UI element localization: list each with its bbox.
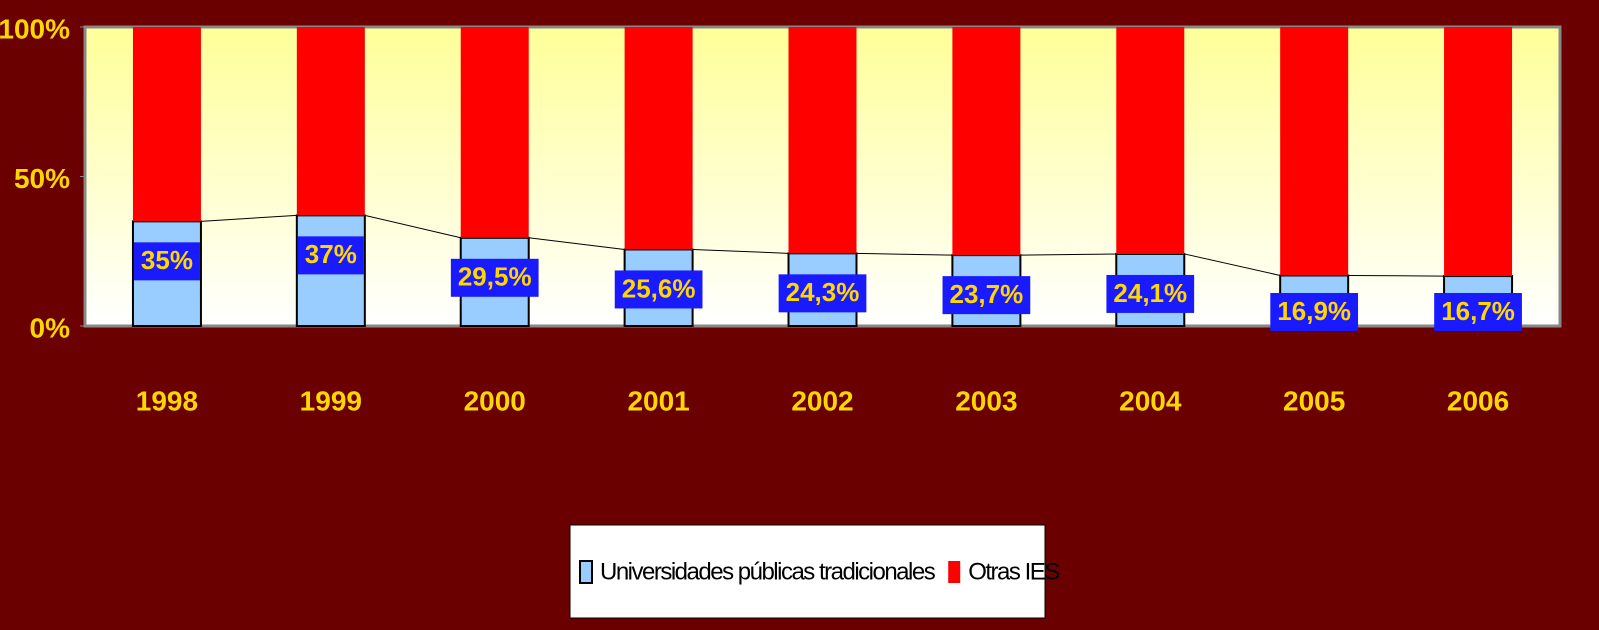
bar-segment [296,27,365,216]
legend-box [569,524,1046,619]
series-line [528,237,625,250]
series-line [364,214,461,239]
legend-swatch [948,561,961,583]
value-label-box [778,274,867,313]
bar-segment [624,27,693,250]
value-label: 37% [305,239,357,269]
series-line [1184,253,1281,276]
value-label-box [942,276,1031,315]
x-tick-label: 2002 [791,385,853,416]
bar-segment [788,27,857,254]
series-line [1020,253,1117,256]
value-label-box [1434,293,1522,331]
value-label: 24,1% [1113,278,1187,308]
x-tick-label: 2000 [464,385,526,416]
legend-label: Otras IES [968,558,1059,585]
x-tick-label: 2001 [627,385,689,416]
series-line [692,248,789,254]
x-tick-label: 2005 [1283,385,1345,416]
value-label: 23,7% [950,279,1024,309]
x-tick-label: 1999 [300,385,362,416]
y-tick-label: 100% [0,13,70,44]
x-tick-label: 2004 [1119,385,1182,416]
value-label: 16,7% [1441,296,1515,326]
value-label-box [133,242,200,281]
legend-swatch [579,560,593,584]
y-tick-label: 50% [14,163,70,194]
bar-segment [132,27,201,222]
value-label: 25,6% [622,273,696,303]
x-tick-label: 2006 [1447,385,1509,416]
bar-segment [460,27,529,238]
value-label: 35% [141,245,193,275]
value-label-box [450,258,539,297]
bar-segment [1116,27,1185,254]
x-tick-label: 2003 [955,385,1017,416]
value-label: 29,5% [458,262,532,292]
bar-segment [1280,27,1349,276]
series-line [200,214,297,222]
value-label-box [1106,274,1195,313]
y-tick-label: 0% [30,312,71,343]
series-line [1348,274,1445,277]
value-label: 24,3% [786,277,860,307]
value-label: 16,9% [1277,296,1351,326]
x-tick-label: 1998 [136,385,198,416]
value-label-box [297,236,364,275]
value-label-box [1270,293,1359,331]
value-label-box [614,270,703,309]
bar-segment [1444,27,1513,277]
legend-label: Universidades públicas tradicionales [600,558,936,585]
series-line [856,252,953,256]
bar-segment [952,27,1021,256]
